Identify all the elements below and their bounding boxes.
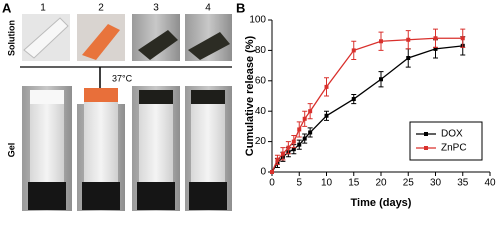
marker — [302, 136, 307, 141]
marker — [275, 157, 280, 162]
x-tick-label: 10 — [321, 178, 333, 189]
y-tick-label: 40 — [255, 106, 267, 117]
legend-box — [409, 121, 483, 161]
x-tick-label: 5 — [296, 178, 302, 189]
column-label: 2 — [98, 3, 104, 14]
solution-photos — [22, 14, 232, 61]
gel-photos — [22, 86, 232, 211]
legend-marker — [424, 132, 428, 136]
figure: A 1 2 3 4 Solution Gel 37°C B Cumulative… — [2, 0, 496, 211]
row-label: Gel — [6, 143, 16, 158]
x-tick-label: 30 — [430, 178, 442, 189]
x-tick-label: 20 — [375, 178, 387, 189]
legend-label: DOX — [441, 129, 463, 140]
marker — [379, 77, 383, 82]
marker — [291, 139, 296, 144]
panel-label: A — [2, 0, 12, 15]
marker — [351, 97, 356, 102]
marker — [308, 109, 313, 114]
marker — [280, 151, 285, 156]
x-tick-label: 0 — [269, 178, 275, 189]
marker — [406, 37, 411, 42]
marker — [460, 36, 465, 41]
marker — [324, 84, 329, 89]
x-tick-label: 35 — [457, 178, 469, 189]
y-tick-label: 60 — [255, 75, 267, 86]
x-axis-label: Time (days) — [351, 197, 412, 209]
marker — [302, 116, 307, 121]
y-tick-label: 100 — [249, 15, 266, 26]
x-tick-label: 40 — [484, 178, 496, 189]
y-tick-label: 80 — [255, 45, 267, 56]
legend-label: ZnPC — [441, 143, 467, 154]
y-tick-label: 20 — [255, 136, 267, 147]
marker — [297, 142, 302, 147]
plot: 0 20 40 60 80 100 0 5 10 15 20 25 30 35 40 DOX ZnPC — [249, 15, 496, 189]
marker — [291, 147, 296, 152]
marker — [406, 56, 411, 60]
x-tick-label: 25 — [403, 178, 415, 189]
marker — [270, 170, 274, 174]
x-tick-label: 15 — [348, 178, 360, 189]
panel-label: B — [236, 0, 245, 15]
marker — [324, 113, 329, 118]
y-axis-label: Cumulative release (%) — [244, 35, 256, 156]
marker — [433, 36, 438, 41]
marker — [433, 46, 438, 51]
column-label: 4 — [205, 3, 211, 14]
marker — [351, 48, 356, 53]
legend-marker — [424, 146, 428, 150]
column-label: 1 — [40, 3, 46, 14]
y-tick-label: 0 — [260, 167, 266, 178]
marker — [286, 145, 291, 150]
marker — [297, 127, 302, 132]
column-label: 3 — [153, 3, 159, 14]
row-label: Solution — [6, 20, 16, 56]
marker — [308, 130, 313, 135]
arrow-label: 37°C — [112, 73, 133, 83]
marker — [379, 39, 383, 44]
